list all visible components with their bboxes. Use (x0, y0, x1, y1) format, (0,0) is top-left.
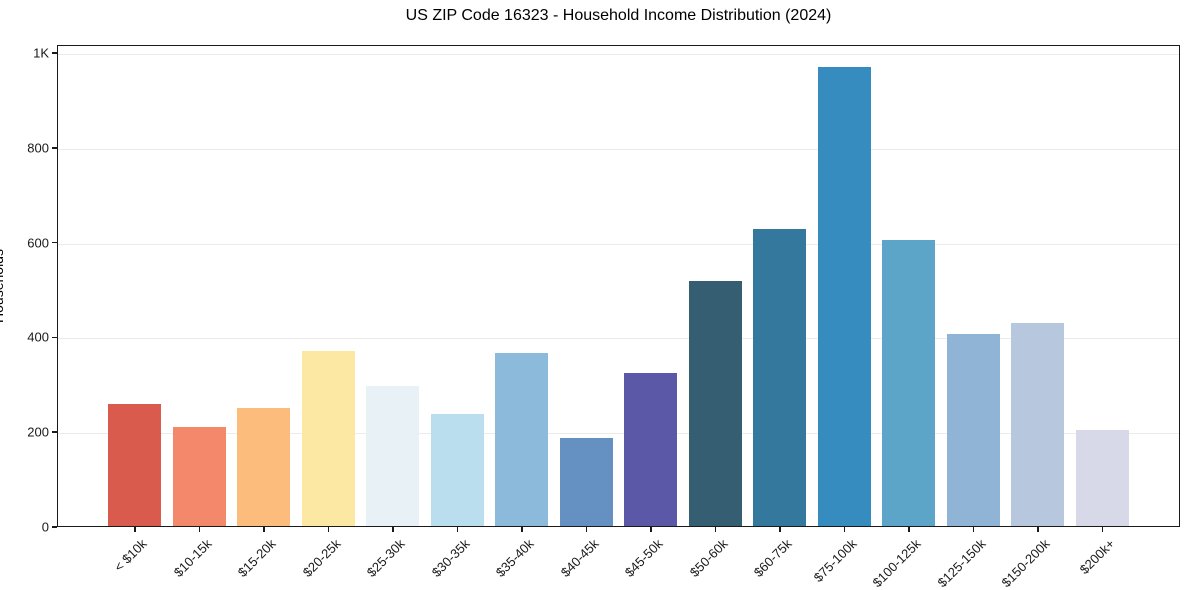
bar-$45-50k (624, 373, 677, 526)
gridline-1000 (58, 54, 1179, 56)
x-tick-mark (714, 527, 717, 532)
bar-$150-200k (1011, 322, 1064, 526)
x-tick-label-$45-50k: $45-50k (621, 536, 666, 580)
plot-area (57, 45, 1180, 527)
x-tick-mark (1101, 527, 1104, 532)
y-tick-mark (52, 336, 57, 339)
y-tick-mark (52, 431, 57, 433)
y-tick-label-600: 600 (27, 235, 49, 251)
x-tick-mark (650, 527, 652, 532)
bar-$200k+ (1075, 429, 1129, 526)
x-tick-mark (521, 527, 523, 532)
gridline-200 (58, 433, 1179, 435)
bar-< $10k (108, 403, 161, 526)
x-tick-label-$10-15k: $10-15k (170, 536, 215, 580)
bar-$20-25k (301, 350, 355, 526)
x-tick-label-$200k+: $200k+ (1076, 536, 1118, 578)
x-tick-mark (585, 527, 588, 532)
y-tick-label-800: 800 (27, 140, 49, 156)
x-tick-mark (972, 527, 975, 532)
x-tick-label-$15-20k: $15-20k (234, 536, 279, 580)
x-tick-mark (779, 527, 781, 532)
x-tick-label-$20-25k: $20-25k (299, 536, 344, 580)
bar-$40-45k (559, 438, 613, 526)
bar-$60-75k (753, 228, 806, 526)
bar-$50-60k (688, 280, 742, 526)
gridline-800 (58, 148, 1179, 150)
y-tick-mark (52, 526, 57, 528)
x-tick-label-$60-75k: $60-75k (750, 536, 795, 580)
bar-$100-125k (882, 239, 935, 526)
x-tick-mark (198, 527, 201, 532)
x-tick-mark (1037, 527, 1039, 532)
x-tick-mark (392, 527, 394, 532)
x-tick-label-$125-150k: $125-150k (934, 536, 989, 590)
x-tick-label-$35-40k: $35-40k (492, 536, 537, 580)
chart-title: US ZIP Code 16323 - Household Income Dis… (405, 7, 832, 24)
y-tick-label-1K: 1K (33, 45, 49, 61)
x-tick-label-$50-60k: $50-60k (686, 536, 731, 580)
bar-$25-30k (366, 386, 419, 526)
x-tick-mark (843, 527, 846, 532)
bar-$30-35k (430, 413, 484, 526)
x-tick-label-< $10k: < $10k (111, 536, 150, 575)
x-tick-label-$100-125k: $100-125k (869, 536, 924, 590)
x-tick-label-$75-100k: $75-100k (810, 536, 860, 585)
gridline-600 (58, 243, 1179, 245)
gridline-400 (58, 338, 1179, 340)
bar-$10-15k (172, 427, 226, 526)
bar-$75-100k (817, 67, 871, 526)
y-axis-label: Households (0, 249, 6, 323)
x-tick-mark (456, 527, 459, 532)
y-tick-label-0: 0 (41, 519, 49, 535)
bar-$35-40k (495, 353, 548, 526)
x-tick-label-$30-35k: $30-35k (428, 536, 473, 580)
y-tick-label-400: 400 (27, 329, 49, 345)
x-tick-mark (263, 527, 265, 532)
x-tick-mark (134, 527, 136, 532)
y-tick-mark (52, 147, 57, 149)
x-tick-label-$25-30k: $25-30k (363, 536, 408, 580)
x-tick-label-$150-200k: $150-200k (998, 536, 1053, 590)
y-tick-label-200: 200 (27, 424, 49, 440)
x-tick-label-$40-45k: $40-45k (557, 536, 602, 580)
y-tick-mark (52, 241, 57, 244)
x-tick-mark (327, 527, 330, 532)
bar-$15-20k (237, 407, 290, 526)
x-tick-mark (908, 527, 910, 532)
y-tick-mark (52, 52, 57, 54)
bar-$125-150k (946, 333, 1000, 526)
